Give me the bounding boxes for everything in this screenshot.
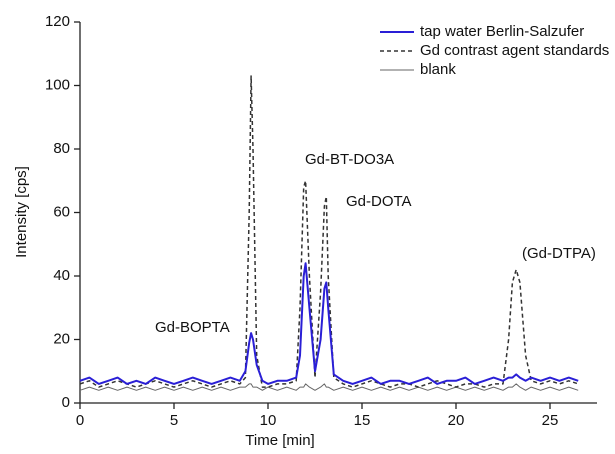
- y-tick-label: 80: [53, 140, 70, 157]
- peak-label: Gd-DOTA: [346, 193, 412, 210]
- y-axis-label: Intensity [cps]: [13, 166, 30, 258]
- peak-label: Gd-BOPTA: [155, 319, 230, 336]
- x-tick-label: 5: [170, 412, 178, 429]
- series-line: [79, 383, 579, 391]
- y-tick-label: 60: [53, 203, 70, 220]
- series-line: [79, 262, 579, 385]
- x-tick-label: 15: [354, 412, 371, 429]
- y-tick-label: 20: [53, 330, 70, 347]
- x-axis-label: Time [min]: [245, 432, 314, 449]
- y-tick-label: 100: [45, 76, 70, 93]
- y-tick-label: 0: [62, 394, 70, 411]
- legend-label: Gd contrast agent standards: [420, 42, 609, 59]
- legend-label: tap water Berlin-Salzufer: [420, 23, 584, 40]
- x-tick-label: 25: [542, 412, 559, 429]
- x-tick-label: 20: [448, 412, 465, 429]
- x-tick-label: 0: [76, 412, 84, 429]
- x-tick-label: 10: [260, 412, 277, 429]
- peak-label: (Gd-DTPA): [522, 245, 596, 262]
- y-tick-label: 120: [45, 13, 70, 30]
- y-tick-label: 40: [53, 267, 70, 284]
- series-line: [79, 75, 579, 388]
- peak-label: Gd-BT-DO3A: [305, 151, 394, 168]
- legend-label: blank: [420, 61, 456, 78]
